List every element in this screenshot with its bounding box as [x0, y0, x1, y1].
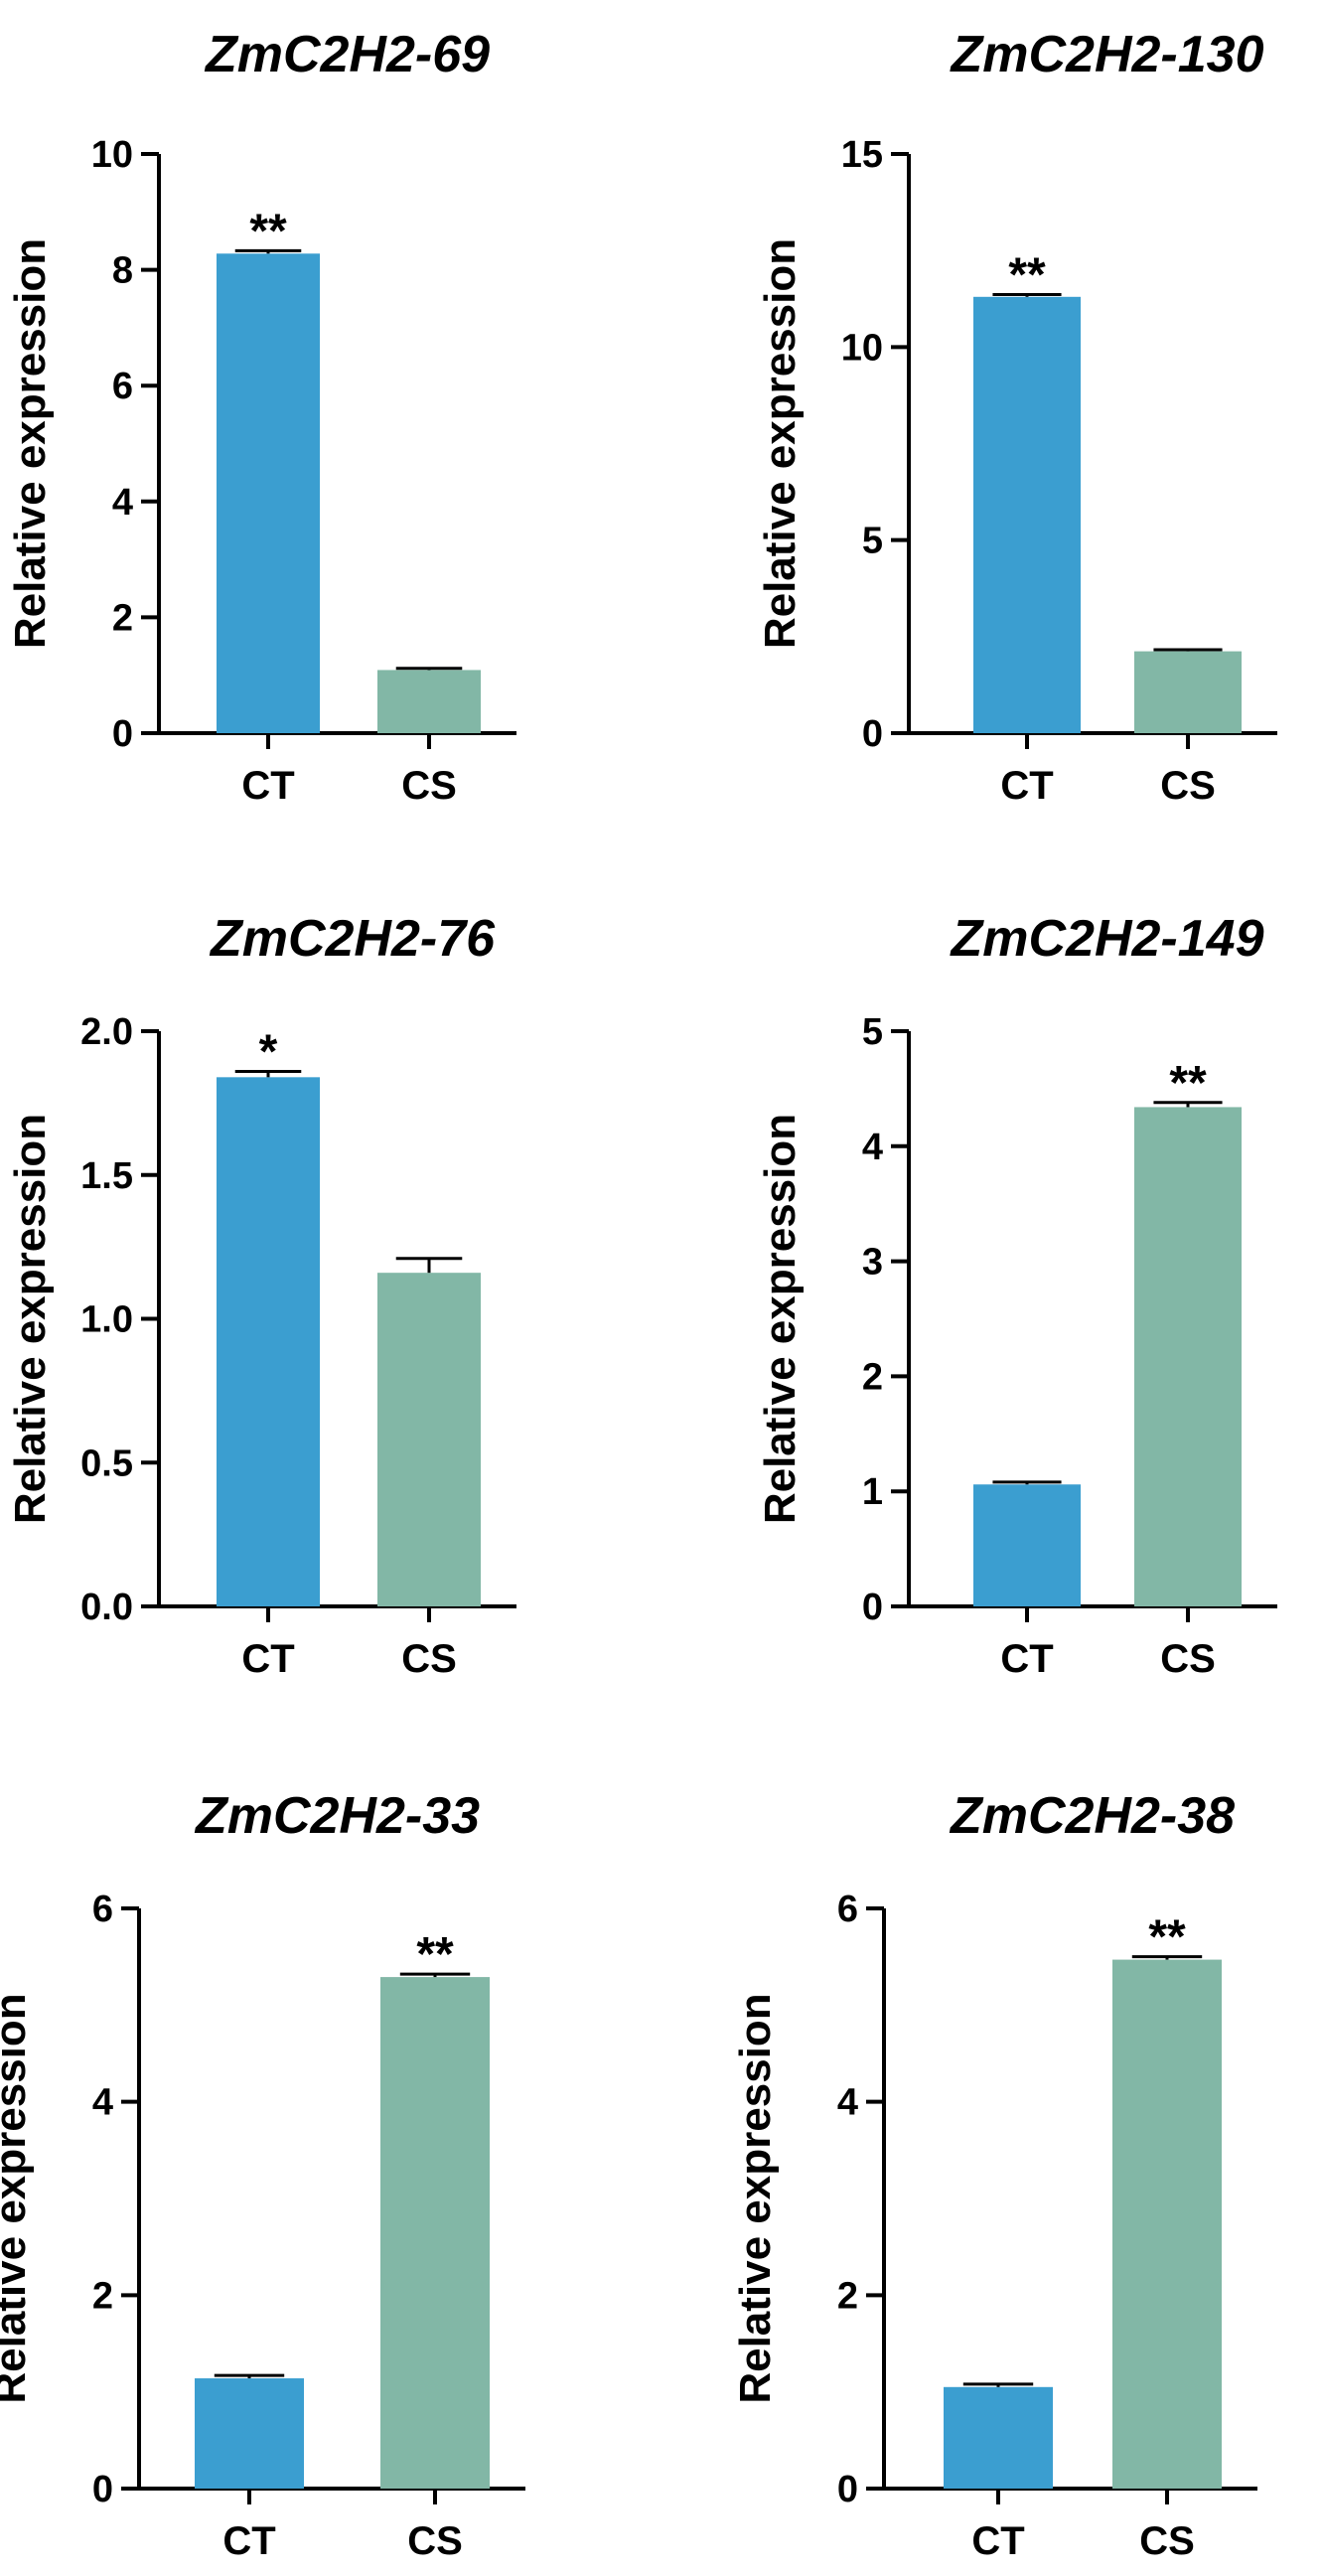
y-tick-label: 10 [91, 134, 133, 176]
y-tick-label: 5 [862, 1011, 883, 1053]
y-tick-label: 2.0 [80, 1011, 133, 1053]
x-category-label: CT [241, 764, 294, 808]
significance-marker: ** [1008, 248, 1046, 301]
y-tick-label: 0.0 [80, 1587, 133, 1628]
y-axis-label: Relative expression [756, 238, 805, 649]
y-tick-label: 0 [112, 713, 133, 755]
y-tick-label: 4 [92, 2082, 113, 2124]
y-tick-label: 10 [841, 327, 883, 369]
significance-marker: ** [1148, 1911, 1186, 1964]
x-category-label: CS [401, 1637, 457, 1681]
y-tick-label: 2 [92, 2275, 113, 2317]
significance-marker: * [259, 1026, 278, 1079]
x-category-label: CS [1139, 2519, 1195, 2563]
bar-ct [973, 296, 1081, 733]
y-tick-label: 0 [92, 2469, 113, 2510]
y-tick-label: 1.5 [80, 1155, 133, 1197]
y-tick-label: 3 [862, 1242, 883, 1284]
y-tick-label: 0 [862, 713, 883, 755]
bar-ct [217, 1077, 320, 1606]
chart-title: ZmC2H2-149 [949, 910, 1263, 968]
y-tick-label: 8 [112, 250, 133, 292]
y-tick-label: 0 [837, 2469, 858, 2510]
chart-panel-3: ZmC2H2-76 Relative expression 0.0 0.5 1.0 1.5… [6, 910, 516, 1681]
x-category-label: CT [1000, 764, 1053, 808]
y-tick-label: 6 [112, 366, 133, 407]
bar-ct [195, 2378, 304, 2489]
bar-ct [944, 2386, 1053, 2489]
x-category-label: CT [222, 2519, 275, 2563]
x-category-label: CT [241, 1637, 294, 1681]
y-tick-label: 4 [862, 1127, 883, 1168]
y-tick-label: 4 [837, 2082, 858, 2124]
y-tick-label: 1 [862, 1471, 883, 1513]
chart-title: ZmC2H2-33 [194, 1787, 480, 1845]
y-tick-label: 4 [112, 482, 133, 524]
bar-cs [1134, 651, 1242, 733]
chart-panel-4: ZmC2H2-149 Relative expression 0 1 2 3 4 5 CT ** C… [756, 910, 1277, 1681]
x-category-label: CT [1000, 1637, 1053, 1681]
y-tick-label: 2 [862, 1356, 883, 1398]
chart-panel-6: ZmC2H2-38 Relative expression 0 2 4 6 CT ** CS [731, 1787, 1257, 2563]
y-axis-label: Relative expression [0, 1993, 35, 2403]
significance-marker: ** [249, 205, 287, 257]
y-axis-label: Relative expression [6, 238, 55, 649]
bar-cs [1134, 1107, 1242, 1606]
chart-title: ZmC2H2-38 [949, 1787, 1235, 1845]
x-category-label: CS [401, 764, 457, 808]
significance-marker: ** [416, 1928, 454, 1981]
significance-marker: ** [1169, 1057, 1207, 1110]
y-tick-label: 5 [862, 521, 883, 562]
y-tick-label: 0 [862, 1587, 883, 1628]
y-axis-label: Relative expression [6, 1114, 55, 1524]
bar-cs [380, 1977, 490, 2489]
x-category-label: CT [971, 2519, 1024, 2563]
bar-cs [377, 670, 481, 733]
chart-title: ZmC2H2-69 [204, 26, 490, 83]
y-tick-label: 6 [92, 1889, 113, 1930]
bar-cs [1112, 1959, 1222, 2489]
x-category-label: CS [407, 2519, 463, 2563]
chart-panel-1: ZmC2H2-69 Relative expression 0 2 4 6 8 10 ** CT C… [6, 26, 516, 808]
y-tick-label: 15 [841, 134, 883, 176]
y-tick-label: 2 [837, 2275, 858, 2317]
y-axis-label: Relative expression [731, 1993, 780, 2403]
x-category-label: CS [1160, 1637, 1216, 1681]
y-tick-label: 2 [112, 597, 133, 639]
x-category-label: CS [1160, 764, 1216, 808]
y-tick-label: 1.0 [80, 1299, 133, 1341]
bar-ct [973, 1484, 1081, 1606]
y-tick-label: 0.5 [80, 1442, 133, 1484]
bar-ct [217, 253, 320, 733]
chart-panel-5: ZmC2H2-33 Relative expression 0 2 4 6 CT ** CS [0, 1787, 525, 2563]
chart-title: ZmC2H2-76 [209, 910, 496, 968]
y-tick-label: 6 [837, 1889, 858, 1930]
bar-cs [377, 1273, 481, 1606]
chart-title: ZmC2H2-130 [949, 26, 1263, 83]
chart-panel-2: ZmC2H2-130 Relative expression 0 5 10 15 ** CT C… [756, 26, 1277, 808]
y-axis-label: Relative expression [756, 1114, 805, 1524]
